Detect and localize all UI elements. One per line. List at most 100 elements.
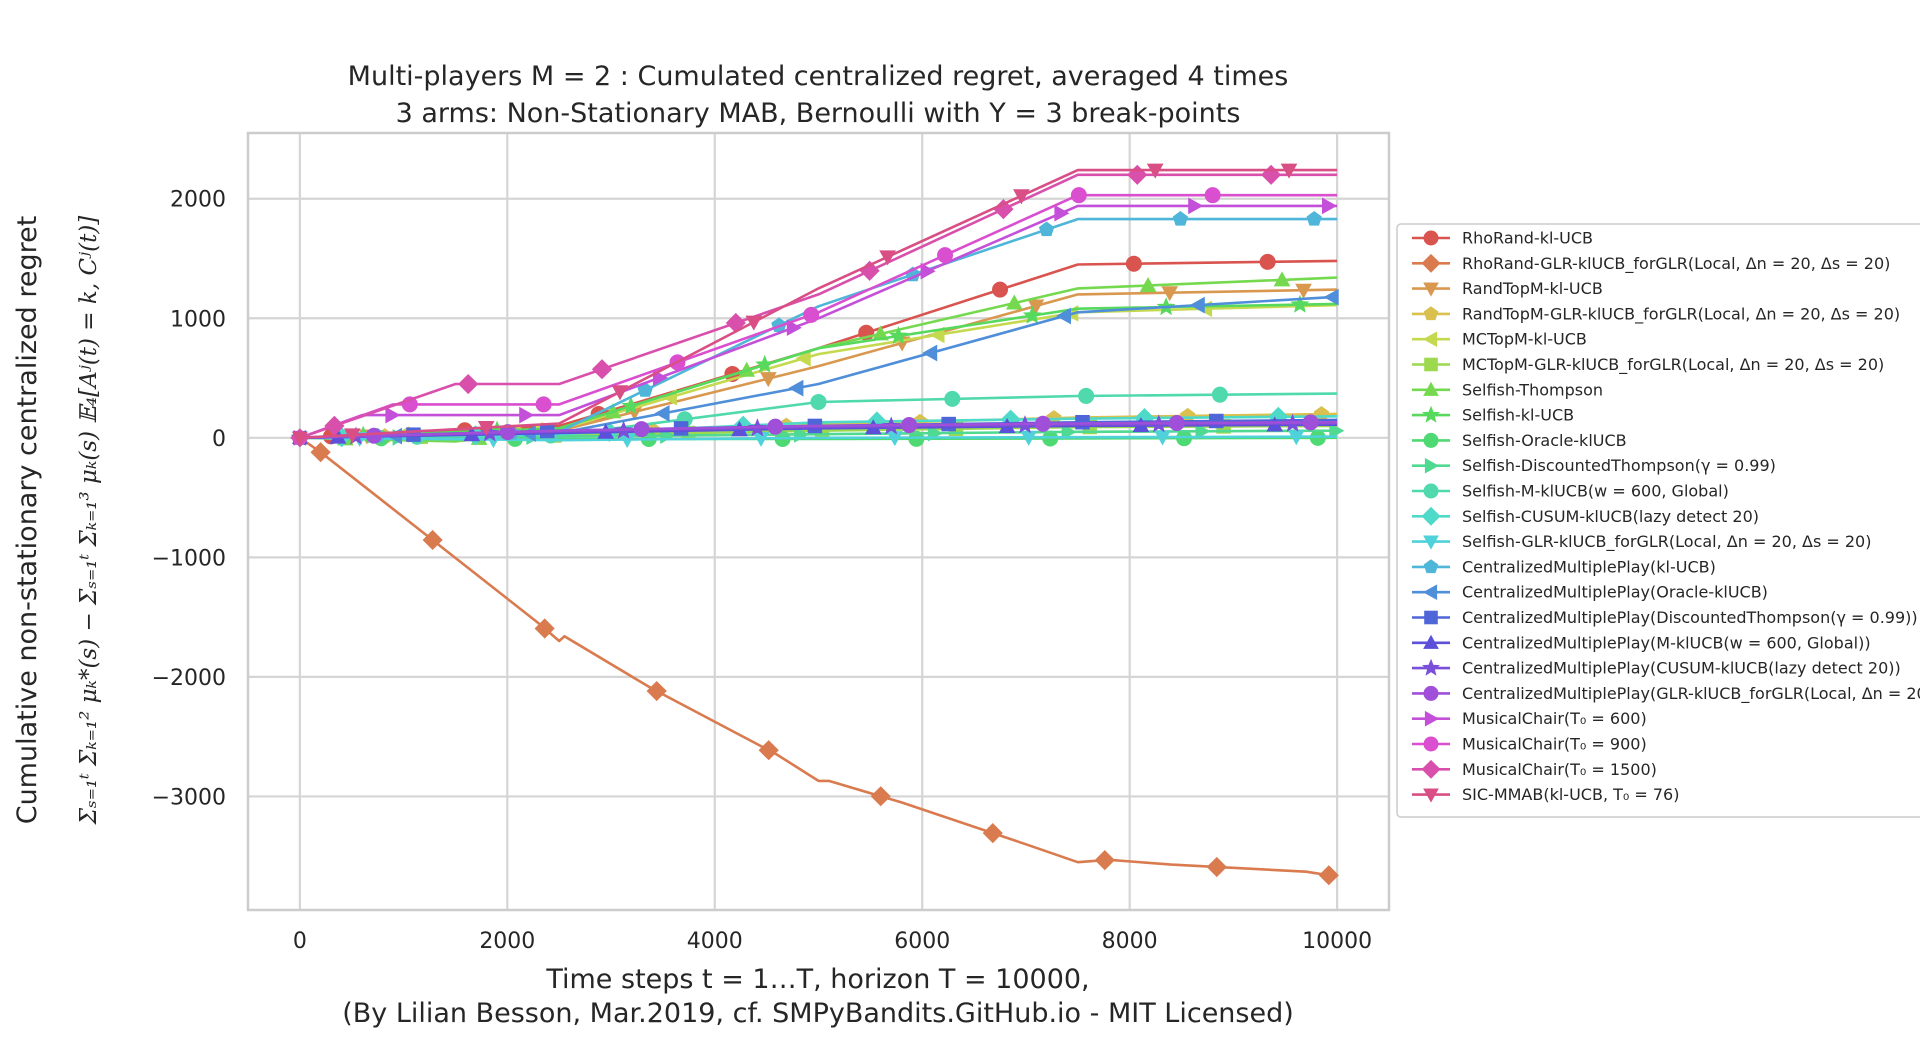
series-marker [343,428,361,444]
series-marker [534,618,555,639]
y-axis-label-line-2: Σₛ₌₁ᵗ Σₖ₌₁² μₖ*(s) − Σₛ₌₁ᵗ Σₖ₌₁³ μₖ(s) 𝔼… [76,216,102,826]
legend-item: Selfish-Oracle-klUCB [1412,431,1627,450]
legend-item: MusicalChair(T₀ = 900) [1412,735,1647,754]
series-marker [922,344,938,362]
series-marker [535,396,552,413]
y-tick-label: −2000 [152,666,226,691]
series-marker [1306,210,1322,226]
legend-item: Selfish-GLR-klUCB_forGLR(Local, Δn = 20,… [1412,532,1871,552]
legend-label: Selfish-kl-UCB [1462,406,1574,425]
legend-marker [1423,432,1439,448]
legend-label: RandTopM-kl-UCB [1462,279,1603,298]
series-marker [1259,253,1276,270]
series-marker [901,417,918,434]
legend-marker [1421,658,1441,676]
series-marker [1322,197,1338,215]
legend-marker [1423,736,1439,752]
series-marker [1055,307,1071,325]
legend-marker [1423,381,1439,396]
plot-series [290,163,1345,886]
x-axis-label-line-1: Time steps t = 1…T, horizon T = 10000, [545,964,1089,995]
series-marker [1195,422,1211,440]
legend-marker [1421,405,1441,423]
legend-item: Selfish-M-klUCB(w = 600, Global) [1412,482,1729,501]
series-marker [1211,386,1228,403]
chart-title-line-2: 3 arms: Non-Stationary MAB, Bernoulli wi… [396,98,1241,129]
legend-marker [1423,306,1439,321]
legend-label: MusicalChair(T₀ = 1500) [1462,760,1657,779]
series-marker [1204,187,1221,204]
legend-marker [1423,483,1439,499]
legend-marker [1422,331,1438,348]
series-marker [786,319,802,337]
legend-label: CentralizedMultiplePlay(M-klUCB(w = 600,… [1462,633,1871,652]
series-marker [758,740,779,761]
legend-item: RandTopM-GLR-klUCB_forGLR(Local, Δn = 20… [1412,304,1900,324]
legend-item: Selfish-CUSUM-klUCB(lazy detect 20) [1412,506,1759,526]
legend-marker [1421,759,1441,779]
legend-marker [1422,584,1438,601]
series-marker [1290,294,1310,313]
series-marker [591,359,613,380]
legend-label: MCTopM-GLR-klUCB_forGLR(Local, Δn = 20, … [1462,355,1884,375]
legend-marker [1423,282,1439,297]
series-marker [767,418,784,435]
x-tick-label: 8000 [1102,929,1158,954]
series-marker [1078,387,1095,404]
legend-label: CentralizedMultiplePlay(Oracle-klUCB) [1462,583,1768,602]
series-marker [499,424,516,441]
series-marker [519,406,535,424]
series-marker [1054,204,1070,222]
legend-item: CentralizedMultiplePlay(Oracle-klUCB) [1412,583,1768,602]
legend-label: CentralizedMultiplePlay(DiscountedThomps… [1462,608,1918,627]
series-marker [1161,286,1179,302]
legend-marker [1424,357,1438,372]
legend-label: CentralizedMultiplePlay(GLR-klUCB_forGLR… [1462,684,1920,704]
series-marker [292,431,308,446]
series-marker [920,262,936,280]
series-marker [879,250,896,266]
y-tick-label: −1000 [152,546,226,571]
legend-label: SIC-MMAB(kl-UCB, T₀ = 76) [1462,785,1679,804]
series-marker [1038,221,1055,237]
legend-item: MCTopM-kl-UCB [1412,330,1587,349]
series-marker [633,421,650,438]
legend-label: RhoRand-kl-UCB [1462,229,1593,248]
series-marker [889,326,909,345]
legend-label: Selfish-M-klUCB(w = 600, Global) [1462,482,1729,501]
legend-item: CentralizedMultiplePlay(CUSUM-klUCB(lazy… [1412,659,1901,678]
series-marker [611,385,629,401]
legend-label: Selfish-DiscountedThompson(γ = 0.99) [1462,456,1776,475]
series-marker [477,421,495,437]
legend-item: CentralizedMultiplePlay(M-klUCB(w = 600,… [1412,633,1871,652]
legend-item: Selfish-kl-UCB [1412,406,1574,425]
series-marker [745,315,763,331]
legend-marker [1423,230,1439,246]
legend-label: RandTopM-GLR-klUCB_forGLR(Local, Δn = 20… [1462,304,1900,324]
legend-marker [1421,506,1441,526]
series-2 [290,428,1339,886]
y-tick-label: 2000 [170,188,226,213]
series-marker [385,406,401,424]
legend: RhoRand-kl-UCB RhoRand-GLR-klUCB_forGLR(L… [1396,223,1920,818]
series-marker [810,393,827,410]
x-axis-label-line-2: (By Lilian Besson, Mar.2019, cf. SMPyBan… [342,998,1294,1029]
series-marker [1323,288,1339,306]
series-marker [637,382,653,397]
legend-label: MusicalChair(T₀ = 600) [1462,709,1647,728]
series-marker [1125,255,1142,272]
legend-label: MusicalChair(T₀ = 900) [1462,735,1647,754]
legend-item: MCTopM-GLR-klUCB_forGLR(Local, Δn = 20, … [1412,355,1884,375]
legend-item: RandTopM-kl-UCB [1412,279,1603,298]
series-marker [795,349,811,367]
series-marker [458,373,479,395]
legend-label: RhoRand-GLR-klUCB_forGLR(Local, Δn = 20,… [1462,254,1890,274]
series-line [299,436,1338,878]
legend-marker [1424,610,1438,625]
series-marker [1287,430,1305,446]
series-marker [1273,271,1291,287]
series-marker [1022,305,1042,324]
series-marker [621,396,641,415]
legend-item: CentralizedMultiplePlay(kl-UCB) [1412,557,1716,576]
